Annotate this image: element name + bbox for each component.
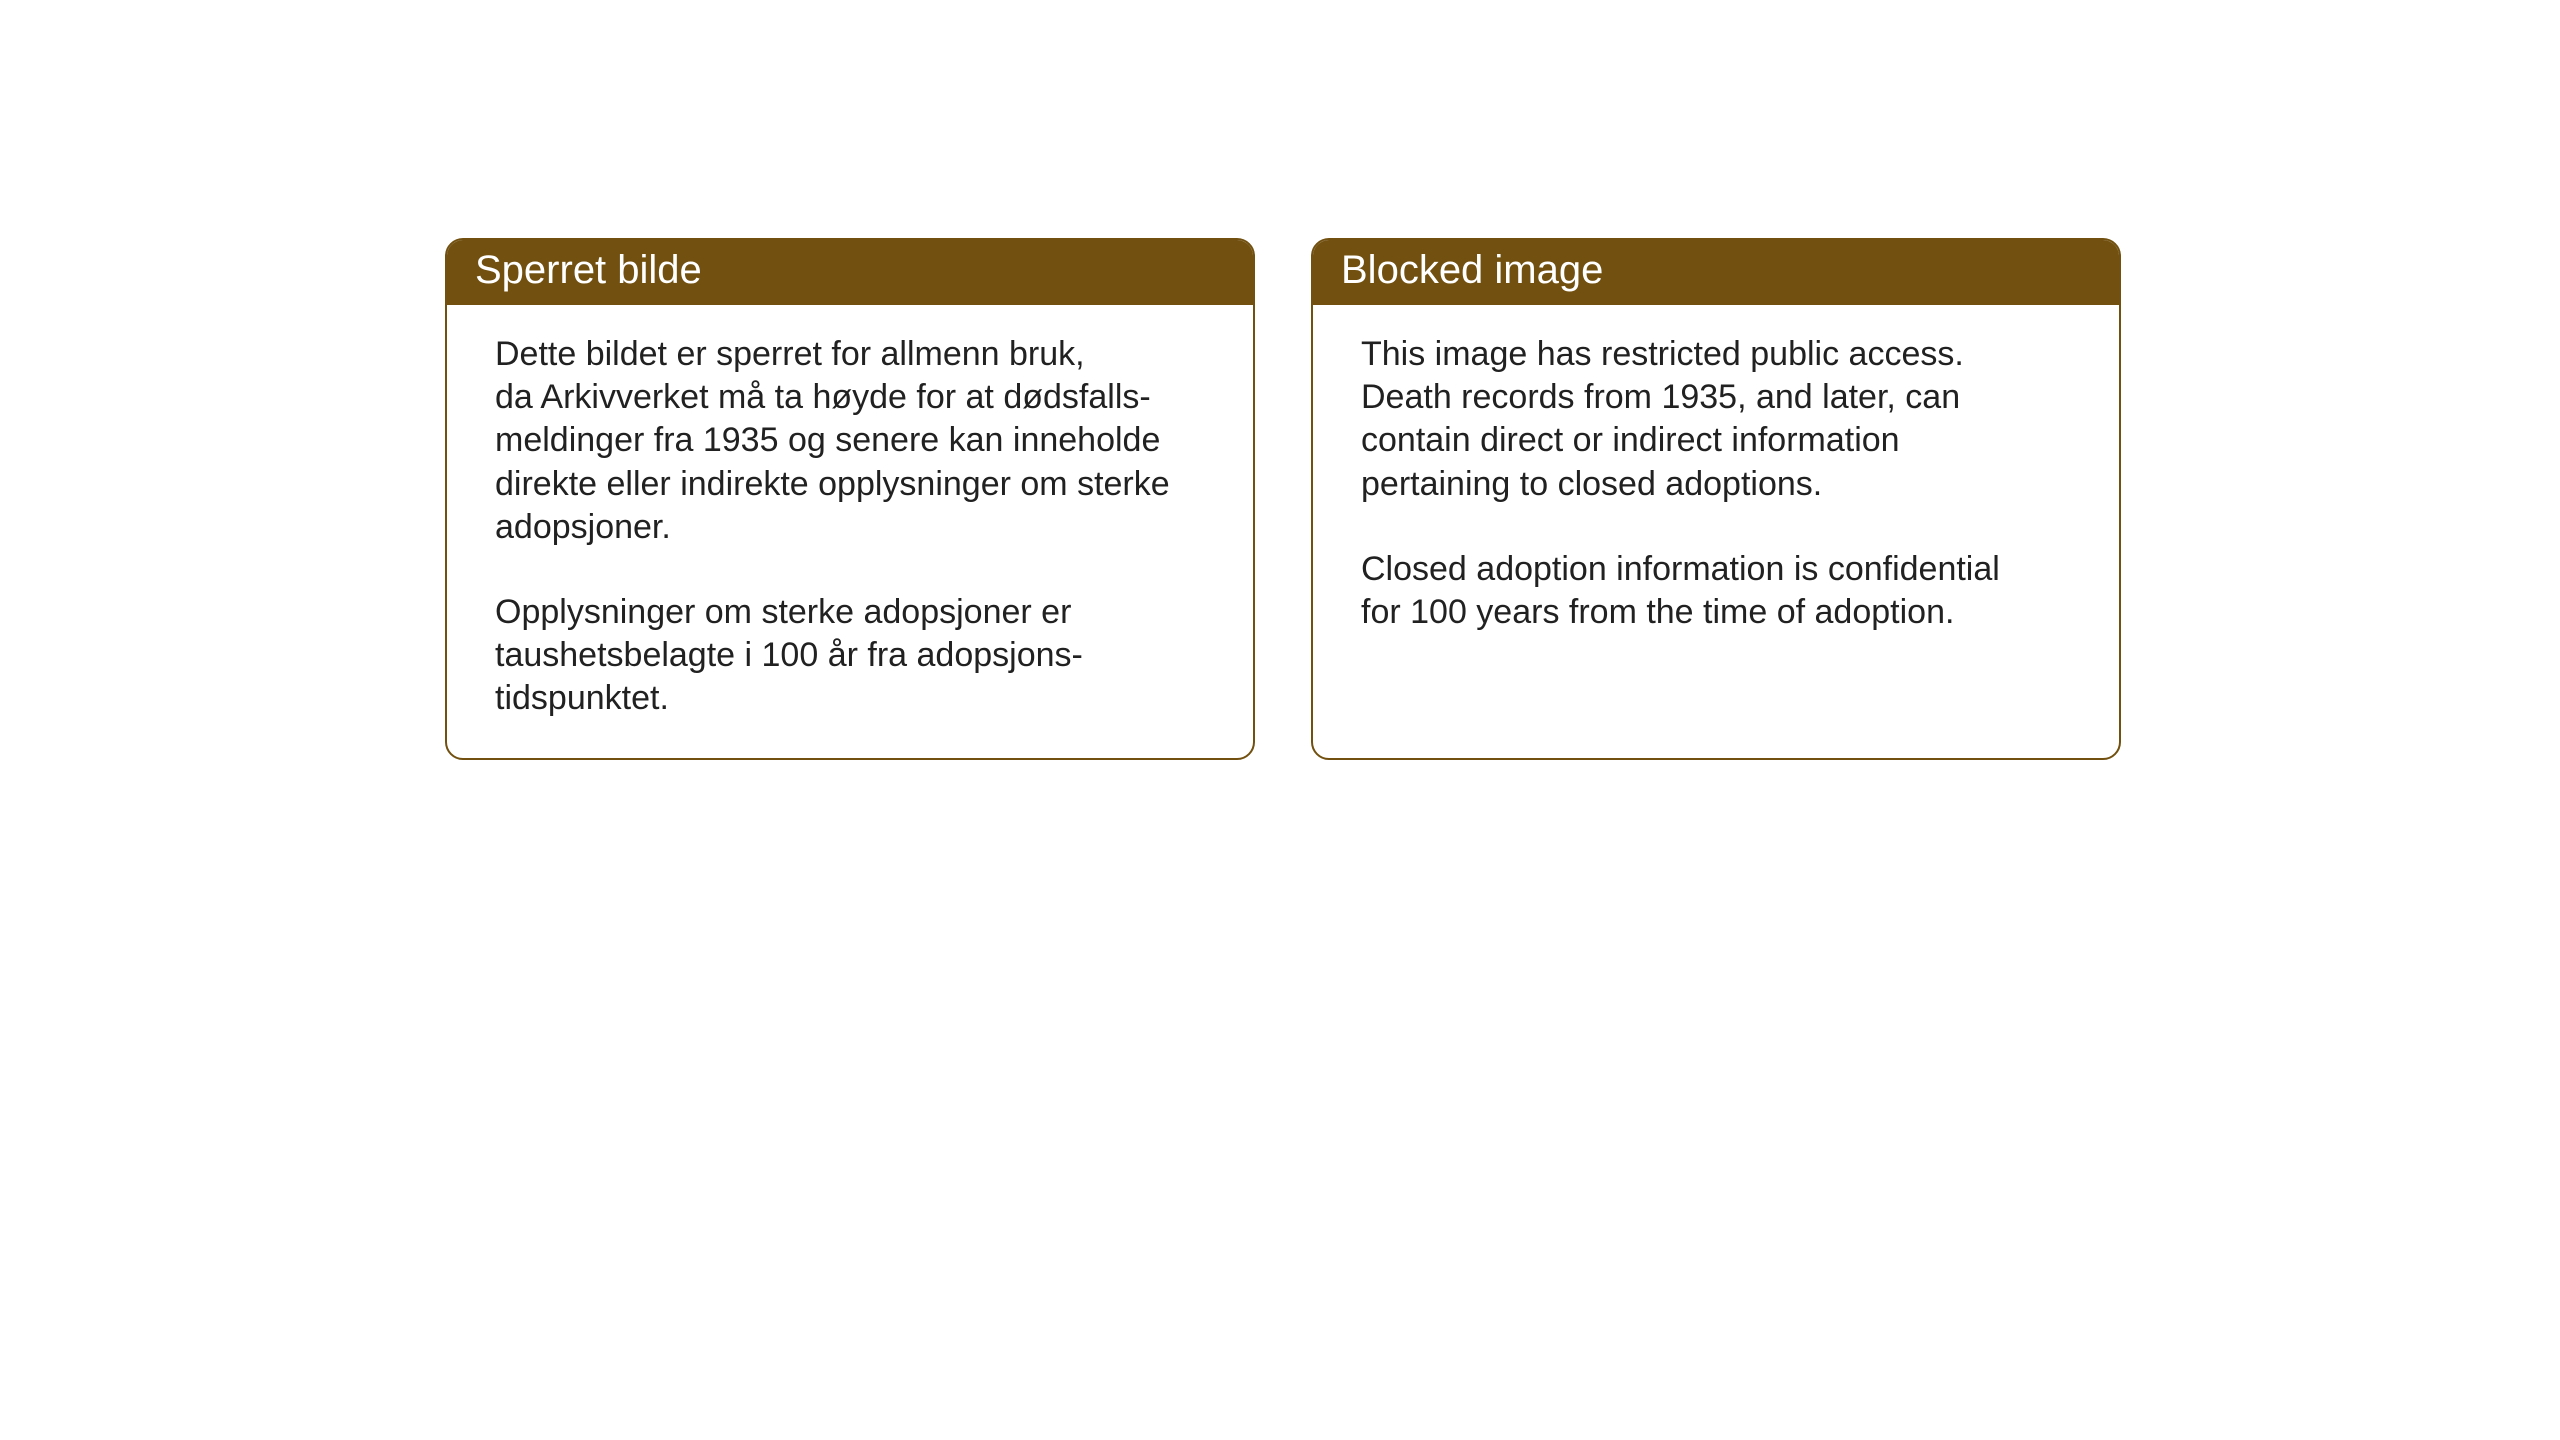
norwegian-blocked-card: Sperret bilde Dette bildet er sperret fo… [445,238,1255,760]
english-card-title: Blocked image [1313,240,2119,305]
english-blocked-card: Blocked image This image has restricted … [1311,238,2121,760]
norwegian-paragraph-1: Dette bildet er sperret for allmenn bruk… [495,333,1205,549]
norwegian-paragraph-2: Opplysninger om sterke adopsjoner ertaus… [495,591,1205,721]
norwegian-card-body: Dette bildet er sperret for allmenn bruk… [447,305,1253,758]
norwegian-card-title: Sperret bilde [447,240,1253,305]
english-card-body: This image has restricted public access.… [1313,305,2119,672]
english-paragraph-2: Closed adoption information is confident… [1361,548,2071,634]
cards-container: Sperret bilde Dette bildet er sperret fo… [445,238,2121,760]
english-paragraph-1: This image has restricted public access.… [1361,333,2071,506]
